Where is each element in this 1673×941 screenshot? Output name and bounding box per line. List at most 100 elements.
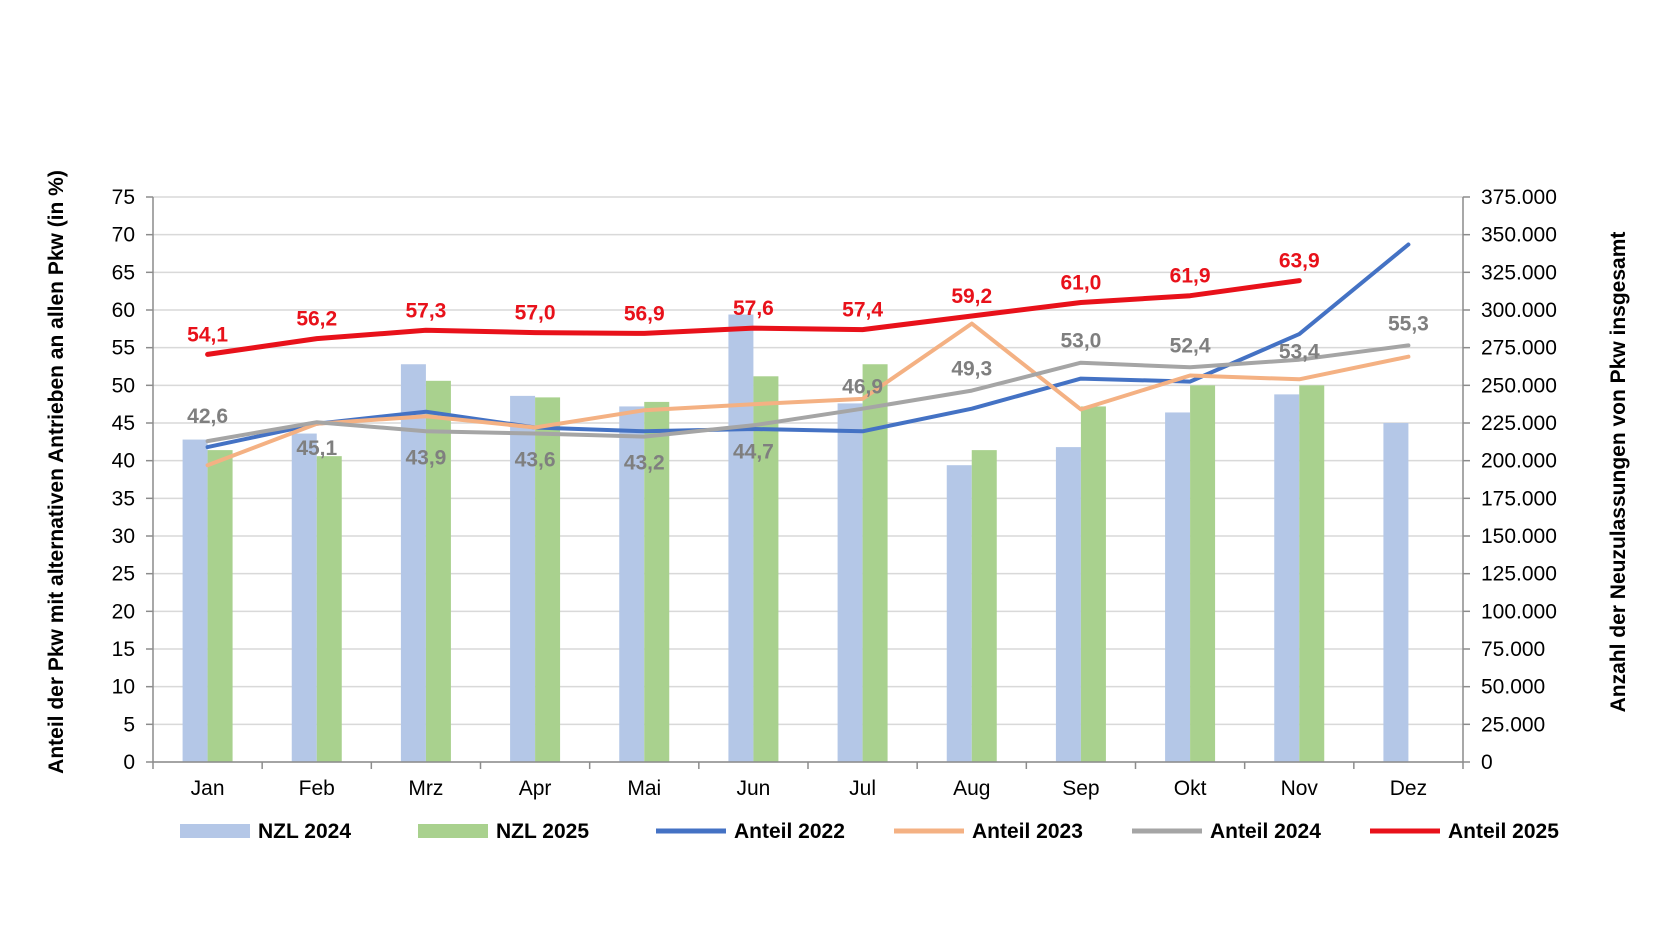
x-tick-label: Mrz: [408, 777, 443, 800]
bar-nzl-2024: [1055, 447, 1081, 762]
bar-nzl-2024: [291, 433, 317, 762]
x-tick-label: Feb: [299, 777, 335, 800]
bar-nzl-2024: [182, 439, 208, 762]
y-axis-right-title: Anzahl der Neuzulassungen von Pkw insges…: [1607, 232, 1630, 713]
data-label-anteil-2024: 55,3: [1388, 312, 1429, 335]
bar-nzl-2025: [1190, 385, 1216, 762]
line-anteil-2023: [205, 321, 1411, 468]
lines: [205, 242, 1411, 468]
gridlines: [153, 196, 1463, 763]
y-left-tick-label: 75: [112, 186, 135, 209]
y-right-tick-label: 25.000: [1481, 713, 1545, 736]
y-right-tick-label: 225.000: [1481, 412, 1557, 435]
data-label-anteil-2025: 57,0: [515, 302, 556, 325]
data-label-anteil-2024: 52,4: [1170, 334, 1211, 357]
data-label-anteil-2025: 61,9: [1170, 265, 1211, 288]
data-label-anteil-2024: 43,6: [515, 449, 556, 472]
x-tick-label: Okt: [1174, 777, 1207, 800]
bar-nzl-2024: [946, 465, 972, 762]
y-left-tick-label: 35: [112, 487, 135, 510]
y-left-tick-label: 70: [112, 224, 135, 247]
y-right-tick-label: 100.000: [1481, 600, 1557, 623]
y-left-tick-label: 65: [112, 261, 135, 284]
line-anteil-2022: [205, 242, 1411, 450]
y-left-tick-label: 10: [112, 676, 135, 699]
data-label-anteil-2024: 45,1: [296, 437, 337, 460]
bar-nzl-2025: [644, 401, 670, 762]
legend-label: NZL 2025: [496, 820, 589, 843]
y-right-tick-label: 300.000: [1481, 299, 1557, 322]
bar-nzl-2024: [1274, 394, 1300, 762]
data-labels: 42,6 45,1 43,9 43,6 43,2 44,7 46,9 49,3 53,0 52,4…: [187, 250, 1429, 475]
y-left-tick-label: 50: [112, 374, 135, 397]
y-right-tick-label: 375.000: [1481, 186, 1557, 209]
x-tick-label: Nov: [1281, 777, 1319, 800]
y-left-tick-label: 20: [112, 600, 135, 623]
bar-nzl-2024: [728, 314, 754, 762]
bar-nzl-2025: [1080, 406, 1106, 762]
legend-swatch: [418, 824, 488, 838]
bar-nzl-2025: [425, 380, 451, 762]
y-right-tick-label: 250.000: [1481, 374, 1557, 397]
x-tick-label: Apr: [519, 777, 552, 800]
data-label-anteil-2025: 59,2: [951, 285, 992, 308]
y-left-tick-label: 45: [112, 412, 135, 435]
y-right-tick-label: 125.000: [1481, 563, 1557, 586]
x-tick-label: Jul: [849, 777, 876, 800]
bars: [182, 314, 1409, 762]
y-left-tick-label: 25: [112, 563, 135, 586]
bar-nzl-2025: [316, 456, 342, 762]
bar-nzl-2025: [862, 364, 888, 762]
bar-nzl-2024: [619, 406, 645, 762]
legend-swatch: [180, 824, 250, 838]
legend-label: Anteil 2024: [1210, 820, 1321, 843]
y-left-tick-label: 15: [112, 638, 135, 661]
y-axis-left-title: Anteil der Pkw mit alternativen Antriebe…: [45, 170, 68, 774]
bar-nzl-2024: [400, 364, 426, 762]
y-right-tick-label: 150.000: [1481, 525, 1557, 548]
y-right-tick-label: 75.000: [1481, 638, 1545, 661]
y-right-tick-label: 0: [1481, 751, 1493, 774]
y-left-tick-label: 40: [112, 450, 135, 473]
data-label-anteil-2025: 56,2: [296, 308, 337, 331]
data-label-anteil-2024: 53,4: [1279, 341, 1320, 364]
data-label-anteil-2025: 54,1: [187, 323, 228, 346]
data-label-anteil-2025: 57,3: [405, 299, 446, 322]
x-tick-label: Sep: [1062, 777, 1099, 800]
x-tick-label: Dez: [1390, 777, 1427, 800]
legend-label: NZL 2024: [258, 820, 351, 843]
data-label-anteil-2024: 49,3: [951, 358, 992, 381]
bar-nzl-2024: [510, 395, 536, 762]
bar-nzl-2024: [1383, 423, 1409, 762]
data-label-anteil-2024: 44,7: [733, 440, 774, 463]
data-label-anteil-2025: 57,6: [733, 297, 774, 320]
data-label-anteil-2024: 43,9: [405, 446, 446, 469]
legend: NZL 2024 NZL 2025 Anteil 2022 Anteil 2023 An…: [180, 820, 1559, 843]
y-left-tick-label: 30: [112, 525, 135, 548]
y-left-tick-label: 60: [112, 299, 135, 322]
bar-nzl-2024: [1165, 412, 1191, 762]
y-right-tick-label: 350.000: [1481, 224, 1557, 247]
y-right-tick-label: 200.000: [1481, 450, 1557, 473]
line-anteil-2024: [205, 343, 1411, 444]
bar-nzl-2025: [207, 450, 233, 762]
y-right-tick-label: 325.000: [1481, 261, 1557, 284]
legend-label: Anteil 2022: [734, 820, 845, 843]
y-left-tick-label: 0: [123, 751, 135, 774]
x-tick-label: Mai: [627, 777, 661, 800]
y-right-tick-label: 175.000: [1481, 487, 1557, 510]
y-right-tick-label: 275.000: [1481, 337, 1557, 360]
bar-nzl-2024: [837, 403, 863, 762]
y-right-tick-label: 50.000: [1481, 676, 1545, 699]
bar-nzl-2025: [1299, 385, 1325, 762]
data-label-anteil-2024: 53,0: [1060, 330, 1101, 353]
y-left-tick-label: 55: [112, 337, 135, 360]
legend-label: Anteil 2025: [1448, 820, 1559, 843]
data-label-anteil-2024: 43,2: [624, 452, 665, 475]
legend-label: Anteil 2023: [972, 820, 1083, 843]
line-anteil-2025: [205, 278, 1302, 357]
data-label-anteil-2024: 42,6: [187, 405, 228, 428]
data-label-anteil-2025: 61,0: [1060, 271, 1101, 294]
data-label-anteil-2025: 57,4: [842, 299, 883, 322]
